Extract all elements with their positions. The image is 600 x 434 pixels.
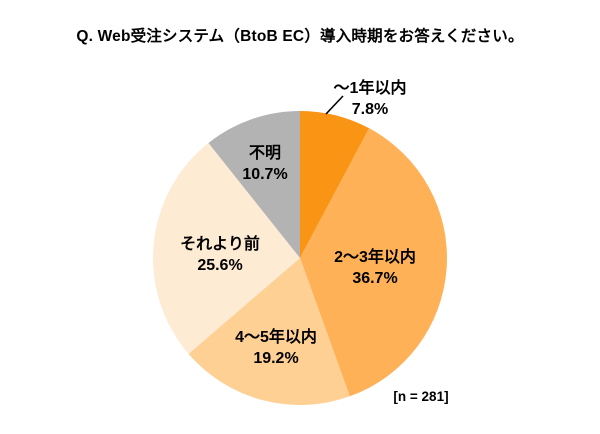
pie-slice-0 (300, 111, 370, 258)
slice-label-1: 2～3年以内 (334, 247, 416, 266)
slice-label-3: それより前 (180, 234, 260, 253)
slice-value-3: 25.6% (197, 257, 242, 274)
chart-title: Q. Web受注システム（BtoB EC）導入時期をお答えください。 (76, 28, 524, 45)
pie-slice-4 (208, 111, 300, 258)
slice-label-2: 4～5年以内 (235, 327, 317, 346)
slice-label-4: 不明 (249, 144, 281, 162)
slice-label-0: ～1年以内 (334, 78, 407, 97)
pie-labels: ～1年以内 7.8% 2～3年以内 36.7% 4～5年以内 19.2% それより前 25.6… (180, 78, 416, 367)
pie-slice-3 (152, 142, 300, 354)
slice-value-4: 10.7% (242, 166, 287, 183)
pie-slice-1 (300, 128, 448, 397)
pie-slices (152, 111, 448, 405)
pie-slice-2 (188, 258, 350, 405)
leader-line (325, 95, 344, 115)
sample-size-note: [n = 281] (393, 389, 448, 404)
slice-value-2: 19.2% (253, 350, 298, 367)
slice-value-1: 36.7% (352, 270, 397, 287)
slice-value-0: 7.8% (352, 101, 388, 118)
